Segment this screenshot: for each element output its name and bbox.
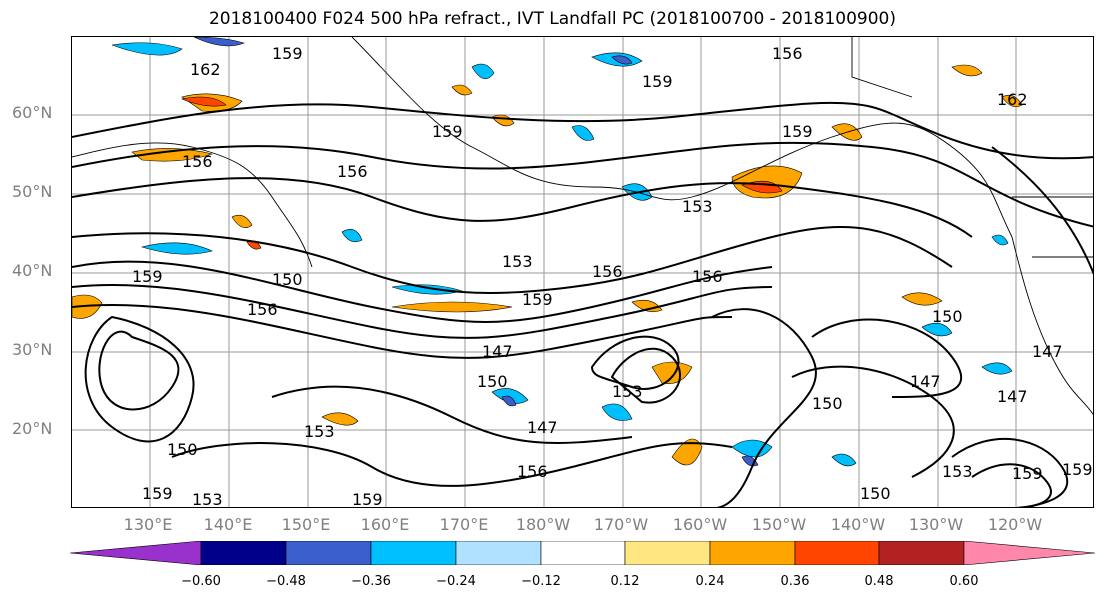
contour-label: 156: [337, 162, 368, 181]
contour-label: 156: [692, 267, 723, 286]
colorbar-segment: [70, 541, 202, 565]
contour-label: 159: [642, 72, 673, 91]
lon-label-130w: 130°W: [908, 515, 964, 534]
lon-label-180w: 180°W: [515, 515, 571, 534]
lon-label-140w: 140°W: [830, 515, 886, 534]
contour-label: 147: [482, 342, 513, 361]
contour-label: 159: [142, 484, 173, 503]
colorbar-tick-label: −0.12: [521, 574, 561, 589]
colorbar-segment: [794, 541, 880, 565]
lat-label-20n: 20°N: [12, 419, 53, 438]
colorbar-tick-label: −0.60: [181, 574, 221, 589]
contour-label: 162: [190, 60, 221, 79]
contour-value-labels: 159 162 156 159 156 162 159 156 153 156 …: [132, 44, 1093, 508]
contour-label: 159: [522, 290, 553, 309]
colorbar-segment: [963, 541, 1095, 565]
contour-label: 153: [502, 252, 533, 271]
colorbar-segments: [70, 541, 1095, 565]
lat-label-40n: 40°N: [12, 261, 53, 280]
colorbar-tick-label: −0.36: [351, 574, 391, 589]
contour-label: 147: [527, 418, 558, 437]
contour-label: 147: [910, 372, 941, 391]
contour-label: 150: [272, 270, 303, 289]
colorbar-segment: [624, 541, 711, 565]
contour-label: 150: [932, 307, 963, 326]
contour-label: 159: [352, 490, 383, 508]
contour-label: 153: [612, 382, 643, 401]
lat-label-50n: 50°N: [12, 182, 53, 201]
contour-label: 147: [997, 387, 1028, 406]
contour-label: 159: [1012, 464, 1043, 483]
colorbar-segment: [200, 541, 287, 565]
lon-label-140e: 140°E: [203, 515, 253, 534]
colorbar-segment: [370, 541, 457, 565]
colorbar-tick-label: 0.48: [864, 574, 894, 589]
colorbar-segment: [455, 541, 542, 565]
map-title: 2018100400 F024 500 hPa refract., IVT La…: [208, 9, 896, 29]
colorbar-tick-label: 0.60: [949, 574, 979, 589]
contour-label: 153: [682, 197, 713, 216]
colorbar-tick-label: 0.12: [610, 574, 640, 589]
contour-lines: [72, 101, 1093, 507]
contour-label: 156: [517, 462, 548, 481]
lon-label-150e: 150°E: [281, 515, 331, 534]
graticule: [72, 37, 1093, 507]
lon-label-170e: 170°E: [439, 515, 489, 534]
colorbar-segment: [285, 541, 372, 565]
colorbar-tick-label: 0.24: [695, 574, 725, 589]
contour-label: 159: [432, 122, 463, 141]
contour-label: 150: [477, 372, 508, 391]
colorbar-tick-label: −0.48: [266, 574, 306, 589]
lat-label-60n: 60°N: [12, 103, 53, 122]
contour-label: 159: [782, 122, 813, 141]
contour-label: 153: [942, 462, 973, 481]
contour-label: 150: [812, 394, 843, 413]
colorbar-tick-label: 0.36: [780, 574, 810, 589]
colorbar-tick-label: −0.24: [436, 574, 476, 589]
map-field-plot: 159 162 156 159 156 162 159 156 153 156 …: [72, 37, 1093, 508]
contour-label: 150: [860, 484, 891, 503]
contour-label: 147: [1032, 342, 1063, 361]
lat-label-30n: 30°N: [12, 340, 53, 359]
contour-label: 159: [272, 44, 303, 63]
contour-label: 156: [772, 44, 803, 63]
contour-label: 162: [997, 90, 1028, 109]
lon-label-150w: 150°W: [751, 515, 807, 534]
lon-label-170w: 170°W: [593, 515, 649, 534]
shaded-field: [72, 37, 1023, 467]
coastlines: [72, 37, 1093, 415]
lon-label-160e: 160°E: [360, 515, 410, 534]
contour-label: 159: [1062, 460, 1093, 479]
contour-label: 156: [592, 262, 623, 281]
colorbar-segment: [540, 541, 626, 565]
colorbar-segment: [878, 541, 965, 565]
lon-label-130e: 130°E: [123, 515, 173, 534]
contour-label: 150: [167, 440, 198, 459]
contour-label: 156: [182, 152, 213, 171]
contour-label: 159: [132, 267, 163, 286]
map-panel: 159 162 156 159 156 162 159 156 153 156 …: [71, 36, 1094, 508]
contour-label: 156: [247, 300, 278, 319]
contour-label: 153: [304, 422, 335, 441]
contour-label: 153: [192, 490, 223, 508]
colorbar: [70, 541, 1095, 565]
lon-label-120w: 120°W: [987, 515, 1043, 534]
lon-label-160w: 160°W: [672, 515, 728, 534]
colorbar-segment: [709, 541, 796, 565]
